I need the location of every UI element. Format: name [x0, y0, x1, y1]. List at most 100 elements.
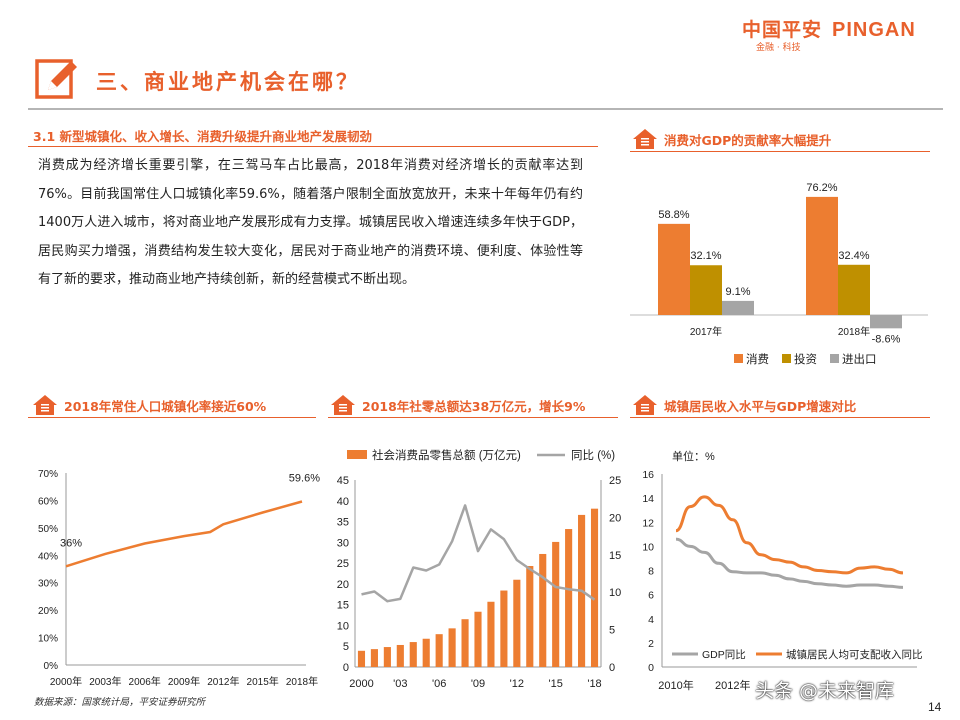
urbanization-chart: 0% 10% 20% 30% 40% 50% 60% 70% 2000年 2003年 2006年 20…: [38, 469, 320, 688]
retail-bar-2010: [487, 601, 495, 667]
bar-投资-2018年: [838, 264, 870, 315]
y-tick-label: 0: [648, 662, 654, 674]
retail-bar-2009: [474, 611, 482, 667]
x-tick-label: 2018年: [286, 675, 318, 688]
panel-rule-gdp: [630, 151, 930, 152]
retail-bar-2001: [370, 649, 378, 667]
y-left-tick-label: 15: [337, 600, 349, 612]
pingan-logo: 中国平安 PINGAN: [742, 15, 916, 41]
panel-rule-income: [630, 417, 930, 418]
retail-bar-2013: [526, 566, 534, 667]
panel-header-urbanization: 2018年常住人口城镇化率接近60%: [32, 394, 266, 416]
y-left-tick-label: 30: [337, 537, 349, 549]
x-tick-label: '09: [471, 678, 485, 690]
y-left-tick-label: 5: [343, 641, 349, 653]
x-tick-label: 2000年: [50, 675, 82, 688]
x-tick-label: 2006年: [129, 675, 161, 688]
data-label: -8.6%: [872, 333, 901, 345]
y-tick-label: 6: [648, 590, 654, 602]
y-tick-label: 50%: [38, 524, 58, 535]
retail-bar-2000: [357, 650, 366, 667]
data-label: 9.1%: [725, 286, 750, 298]
retail-bar-2006: [435, 634, 443, 667]
section-divider: [28, 146, 598, 147]
y-right-tick-label: 25: [609, 475, 621, 487]
watermark: 头条 @未来智库: [755, 680, 895, 702]
legend-swatch-投资: [782, 354, 791, 363]
bar-投资-2017年: [690, 265, 722, 315]
y-tick-label: 30%: [38, 579, 58, 590]
section-heading: 3.1 新型城镇化、收入增长、消费升级提升商业地产发展韧劲: [33, 129, 372, 144]
series-line-GDP同比: [675, 537, 904, 589]
bar-消费-2018年: [806, 196, 838, 315]
y-tick-label: 8: [648, 566, 654, 578]
retail-sales-chart: 0 5 10 15 20 25 30 35 40 45 0 5 10 15 20 25 2000 '03 '06 '0…: [337, 448, 622, 690]
y-right-tick-label: 15: [609, 550, 621, 562]
y-tick-label: 12: [642, 517, 654, 529]
page-title: 三、商业地产机会在哪？: [96, 70, 360, 94]
urbanization-line: [65, 500, 303, 568]
panel-rule-urbanization: [28, 417, 316, 418]
legend-label: 社会消费品零售总额 (万亿元): [372, 448, 521, 462]
x-tick-label: '15: [549, 678, 563, 690]
y-left-tick-label: 45: [337, 475, 349, 487]
retail-bar-2012: [513, 579, 521, 667]
retail-bar-2018: [590, 508, 599, 667]
logo-tagline: 金融 · 科技: [756, 43, 801, 53]
bar-进出口-2017年: [722, 300, 754, 315]
panel-header-gdp: 消费对GDP的贡献率大幅提升: [632, 128, 831, 150]
legend-label: GDP同比: [702, 648, 746, 661]
x-tick-label: '03: [393, 678, 407, 690]
y-right-tick-label: 20: [609, 512, 621, 524]
retail-bar-2004: [409, 642, 417, 667]
legend-label: 消费: [746, 352, 769, 366]
section-body: 消费成为经济增长重要引擎，在三驾马车占比最高，2018年消费对经济增长的贡献率达…: [38, 158, 583, 287]
y-left-tick-label: 10: [337, 620, 349, 632]
retail-bar-2003: [396, 644, 404, 667]
retail-bar-2007: [448, 628, 456, 667]
y-tick-label: 10%: [38, 634, 58, 645]
title-divider: [28, 108, 943, 110]
y-tick-label: 2: [648, 638, 654, 650]
bar-消费-2017年: [658, 223, 690, 315]
x-tick-label: 2003年: [89, 675, 121, 688]
data-label: 76.2%: [806, 182, 837, 194]
retail-bar-2014: [539, 553, 547, 667]
income-gdp-chart: 单位：% 0 2 4 6 8 10 12 14 16 2010年 2012年 GDP同比 城镇居民人均可支…: [642, 449, 923, 692]
x-tick-label: 2012年: [715, 678, 750, 692]
retail-bar-2015: [552, 541, 560, 667]
legend-label: 同比 (%): [571, 449, 615, 462]
house-icon: [331, 395, 355, 415]
retail-bar-2002: [383, 647, 391, 667]
y-right-tick-label: 10: [609, 587, 621, 599]
house-icon: [633, 395, 657, 415]
data-label: 32.1%: [690, 250, 721, 262]
x-tick-label: '18: [587, 678, 601, 690]
legend-label: 投资: [794, 352, 817, 366]
panel-title-income: 城镇居民收入水平与GDP增速对比: [664, 398, 857, 414]
x-tick-label: 2000: [349, 678, 373, 690]
y-tick-label: 20%: [38, 606, 58, 617]
x-tick-label: 2017年: [690, 325, 722, 338]
y-left-tick-label: 0: [343, 662, 349, 674]
retail-bar-2016: [565, 529, 573, 667]
panel-header-income: 城镇居民收入水平与GDP增速对比: [632, 394, 856, 416]
y-left-tick-label: 40: [337, 496, 349, 508]
legend-swatch-进出口: [830, 354, 839, 363]
panel-title-retail: 2018年社零总额达38万亿元，增长9%: [362, 398, 586, 414]
x-tick-label: 2015年: [247, 675, 279, 688]
y-tick-label: 10: [642, 541, 654, 553]
y-tick-label: 14: [642, 493, 654, 505]
legend-swatch-bar: [347, 450, 367, 459]
legend-swatch-消费: [734, 354, 743, 363]
point-label: 59.6%: [289, 473, 320, 485]
y-left-tick-label: 35: [337, 517, 349, 529]
page-number: 14: [928, 700, 942, 714]
x-tick-label: 2012年: [207, 675, 239, 688]
point-label: 36%: [60, 537, 82, 549]
y-right-tick-label: 5: [609, 625, 615, 637]
bar-进出口-2018年: [870, 315, 902, 329]
legend-label: 城镇居民人均可支配收入同比: [786, 648, 923, 661]
edit-pencil-icon: [35, 59, 77, 99]
retail-bar-2005: [422, 638, 430, 667]
